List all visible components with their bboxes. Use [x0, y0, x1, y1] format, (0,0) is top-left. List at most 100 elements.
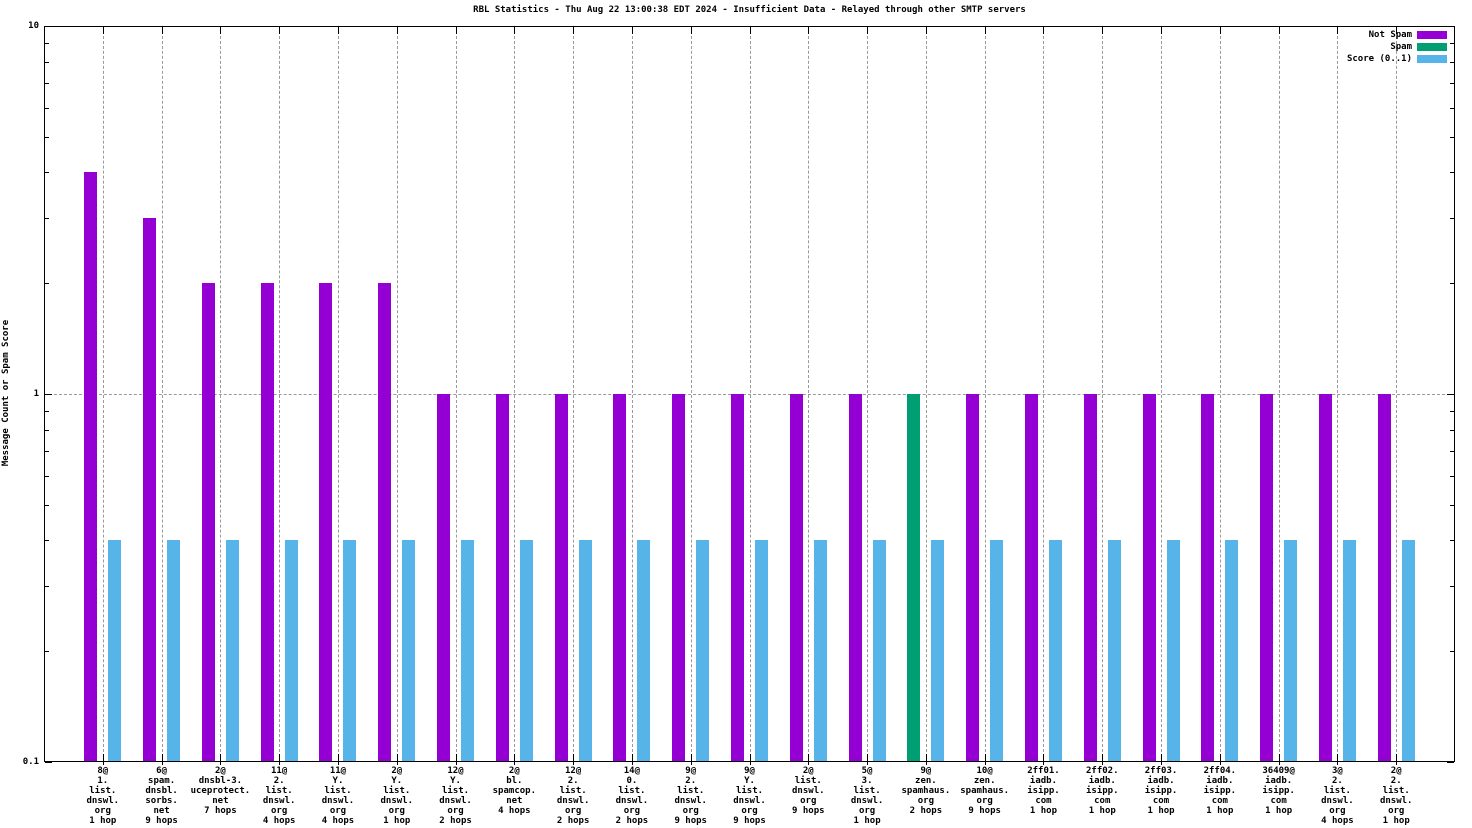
x-tick [337, 754, 339, 765]
legend-entry: Score (0..1) [1347, 53, 1447, 65]
y-minor-tick [1450, 475, 1454, 477]
v-gridline [396, 26, 398, 762]
bar-score [519, 540, 533, 761]
legend-swatch [1417, 55, 1447, 63]
chart-title: RBL Statistics - Thu Aug 22 13:00:38 EDT… [473, 5, 1026, 15]
bar-not-spam [1377, 394, 1391, 761]
x-tick [1219, 754, 1221, 765]
y-minor-tick [45, 504, 49, 506]
x-tick [749, 27, 751, 34]
x-tick [455, 27, 457, 34]
v-gridline [749, 26, 751, 762]
x-tick-label: 9@ zen. spamhaus. org 2 hops [901, 766, 951, 816]
bar-not-spam [201, 283, 215, 761]
bar-score [931, 540, 945, 761]
x-tick [1396, 27, 1398, 34]
x-tick [867, 754, 869, 765]
x-tick [337, 27, 339, 34]
x-tick-label: 36409@ iadb. isipp. com 1 hop [1262, 766, 1295, 816]
legend-label: Not Spam [1368, 30, 1412, 40]
y-minor-tick [45, 451, 49, 452]
x-tick [925, 754, 927, 765]
v-gridline [220, 26, 222, 762]
x-tick [514, 754, 516, 765]
x-tick [514, 27, 516, 34]
v-gridline [161, 26, 163, 762]
v-gridline [455, 26, 457, 762]
y-tick [45, 394, 52, 395]
x-tick-label: 9@ Y. list. dnswl. org 9 hops [733, 766, 766, 826]
bar-not-spam [966, 394, 980, 761]
legend-swatch [1417, 31, 1447, 39]
v-gridline [1219, 26, 1221, 762]
x-tick [396, 754, 398, 765]
x-tick-label: 9@ 2. list. dnswl. org 9 hops [674, 766, 707, 826]
x-tick [1102, 27, 1104, 34]
x-tick-label: 2ff02. iadb. isipp. com 1 hop [1085, 766, 1119, 816]
bar-score [1107, 540, 1121, 761]
x-tick [396, 27, 398, 34]
y-minor-tick [1450, 451, 1454, 452]
bar-score [1342, 540, 1356, 761]
y-tick [1447, 26, 1454, 27]
x-tick [1161, 27, 1163, 34]
x-tick [279, 27, 281, 34]
y-minor-tick [1450, 410, 1454, 412]
bar-not-spam [437, 394, 451, 761]
y-tick-value: 10 [28, 21, 39, 31]
y-tick-value: 1 [33, 389, 39, 399]
x-tick [161, 754, 163, 765]
bar-not-spam [1142, 394, 1156, 761]
y-minor-tick [45, 429, 49, 431]
y-minor-tick [45, 651, 49, 653]
x-tick-label: 11@ 2. list. dnswl. org 4 hops [262, 766, 296, 826]
y-tick [45, 762, 52, 763]
x-tick [808, 27, 810, 34]
v-gridline [573, 26, 575, 762]
bar-score [1048, 540, 1062, 761]
bar-score [167, 540, 181, 761]
bar-not-spam [731, 394, 744, 761]
y-minor-tick [45, 218, 49, 220]
x-tick [1396, 754, 1398, 765]
v-gridline [984, 26, 986, 762]
v-gridline [631, 26, 633, 762]
x-tick-label: 12@ 2. list. dnswl. org 2 hops [556, 766, 590, 826]
v-gridline [925, 26, 927, 762]
x-tick [631, 27, 633, 34]
x-tick [1043, 27, 1045, 34]
y-minor-tick [1450, 429, 1454, 431]
x-tick [102, 27, 104, 34]
y-minor-tick [1450, 283, 1454, 285]
y-minor-tick [1450, 218, 1454, 220]
v-gridline [337, 26, 339, 762]
y-minor-tick [1450, 586, 1454, 588]
x-tick-label: 5@ 3. list. dnswl. org 1 hop [850, 766, 884, 826]
v-gridline [102, 26, 104, 762]
x-tick [1161, 754, 1163, 765]
legend-label: Spam [1390, 42, 1412, 52]
x-tick-label: 8@ 1. list. dnswl. org 1 hop [86, 766, 120, 826]
x-tick-label: 2@ bl. spamcop. net 4 hops [492, 766, 536, 816]
bar-not-spam [848, 394, 862, 761]
y-minor-tick [1450, 540, 1454, 542]
x-tick [279, 754, 281, 765]
y-tick [1447, 394, 1454, 395]
x-tick [925, 27, 927, 34]
v-gridline [279, 26, 281, 762]
x-tick-label: 2@ dnsbl-3. uceprotect. net 7 hops [190, 766, 251, 816]
x-tick-label: 2ff04. iadb. isipp. com 1 hop [1203, 766, 1237, 816]
x-tick [220, 27, 222, 34]
bar-score [108, 540, 122, 761]
x-tick-label: 2@ 2. list. dnswl. org 1 hop [1379, 766, 1413, 826]
legend-swatch [1417, 43, 1447, 51]
x-tick [1219, 27, 1221, 34]
y-minor-tick [45, 136, 49, 138]
y-minor-tick [1450, 504, 1454, 506]
y-minor-tick [1450, 172, 1454, 174]
y-minor-tick [45, 586, 49, 588]
y-minor-tick [45, 283, 49, 285]
x-tick-label: 12@ Y. list. dnswl. org 2 hops [439, 766, 472, 826]
bar-not-spam [789, 394, 803, 761]
bar-score [696, 540, 710, 761]
